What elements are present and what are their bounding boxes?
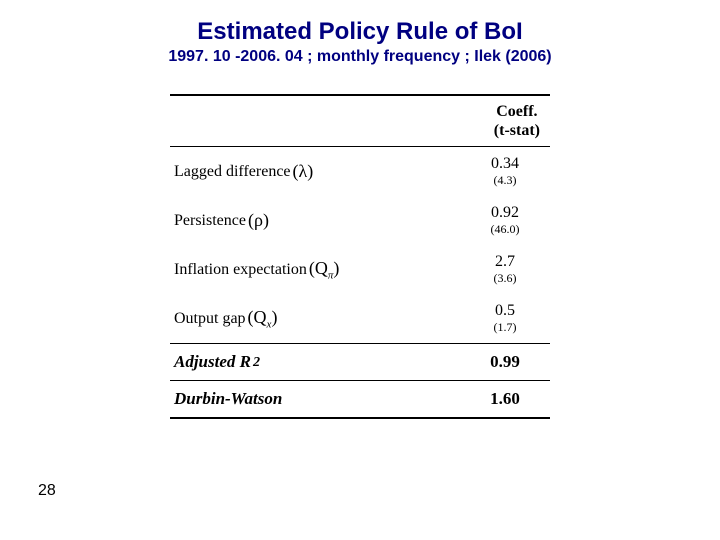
row-coeff: 1.60: [470, 389, 540, 409]
table-row: Inflation expectation (Qπ) 2.7 (3.6): [170, 245, 550, 294]
table-rule-bottom: [170, 417, 550, 419]
row-value: 0.34 (4.3): [470, 155, 540, 188]
table-row-summary: Durbin-Watson 1.60: [170, 381, 550, 417]
header-coeff-label: Coeff.: [494, 102, 540, 121]
table-row: Lagged difference (λ) 0.34 (4.3): [170, 147, 550, 196]
row-value: 0.99: [470, 352, 540, 372]
row-label: Persistence (ρ): [174, 210, 269, 231]
row-symbol: (ρ): [248, 210, 269, 231]
page-subtitle: 1997. 10 -2006. 04 ; monthly frequency ;…: [0, 48, 720, 66]
row-label: Inflation expectation (Qπ): [174, 258, 339, 282]
row-coeff: 0.5: [470, 302, 540, 320]
row-symbol: (λ): [293, 161, 314, 182]
table-row: Persistence (ρ) 0.92 (46.0): [170, 196, 550, 245]
row-label-text: Persistence: [174, 212, 246, 230]
row-tstat: (1.7): [470, 320, 540, 335]
table-row: Output gap (Qx) 0.5 (1.7): [170, 294, 550, 343]
row-coeff: 0.99: [470, 352, 540, 372]
row-tstat: (4.3): [470, 173, 540, 188]
row-label: Durbin-Watson: [174, 389, 282, 409]
table-header-row: Coeff. (t-stat): [170, 96, 550, 146]
row-symbol: (Qx): [248, 307, 278, 331]
row-label-text: Inflation expectation: [174, 261, 307, 279]
row-coeff: 0.34: [470, 155, 540, 173]
page-number: 28: [38, 482, 56, 500]
row-label: Output gap (Qx): [174, 307, 277, 331]
row-value: 0.5 (1.7): [470, 302, 540, 335]
page-title: Estimated Policy Rule of BoI: [0, 0, 720, 46]
row-value: 0.92 (46.0): [470, 204, 540, 237]
row-label: Adjusted R2: [174, 352, 260, 372]
row-coeff: 0.92: [470, 204, 540, 222]
results-table: Coeff. (t-stat) Lagged difference (λ) 0.…: [170, 94, 550, 419]
row-label: Lagged difference (λ): [174, 161, 313, 182]
row-value: 2.7 (3.6): [470, 253, 540, 286]
table-header-coeff: Coeff. (t-stat): [494, 102, 540, 140]
row-symbol: (Qπ): [309, 258, 340, 282]
row-label-text: Lagged difference: [174, 163, 291, 181]
table-row-summary: Adjusted R2 0.99: [170, 344, 550, 380]
row-value: 1.60: [470, 389, 540, 409]
row-label-text: Output gap: [174, 310, 246, 328]
row-tstat: (46.0): [470, 222, 540, 237]
row-coeff: 2.7: [470, 253, 540, 271]
header-tstat-label: (t-stat): [494, 121, 540, 140]
row-tstat: (3.6): [470, 271, 540, 286]
